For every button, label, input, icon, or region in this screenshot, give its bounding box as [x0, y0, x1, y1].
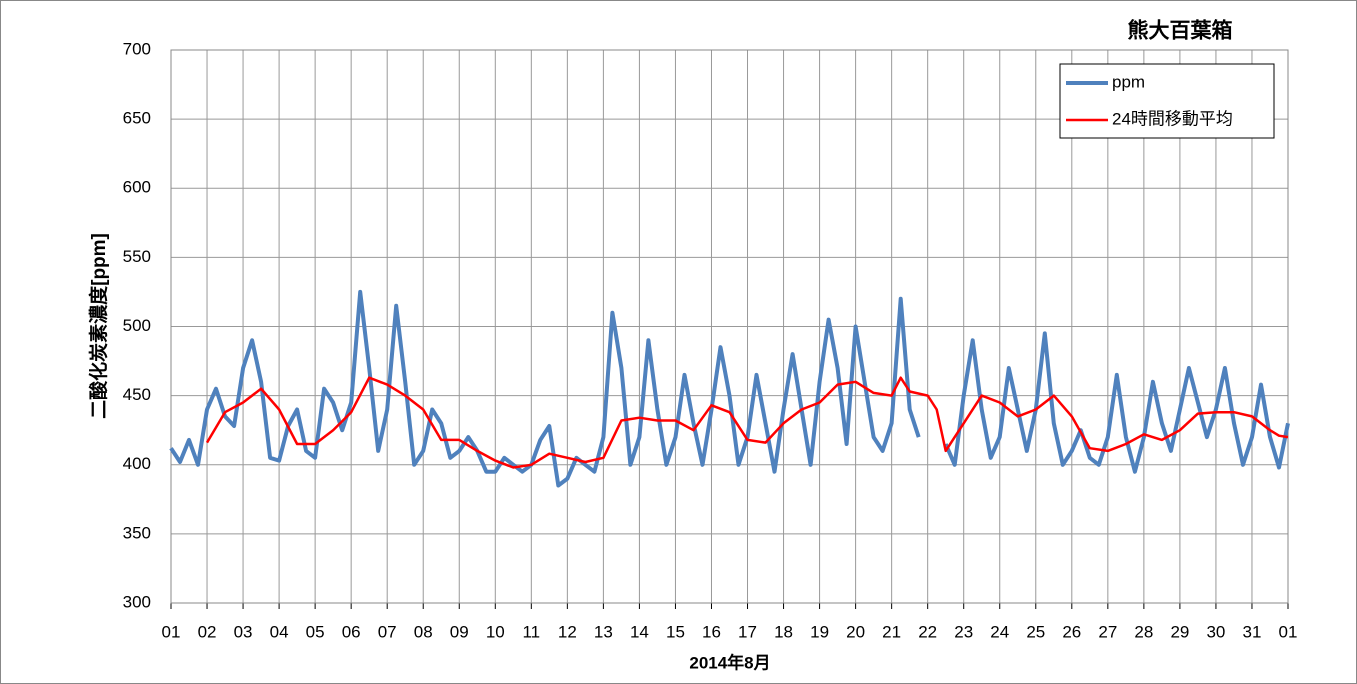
x-tick-label: 01 — [1279, 622, 1298, 641]
x-tick-label: 20 — [846, 622, 865, 641]
y-tick-label: 400 — [123, 454, 151, 473]
x-axis-label: 2014年8月 — [689, 652, 770, 672]
x-tick-label: 30 — [1206, 622, 1225, 641]
y-tick-label: 550 — [123, 247, 151, 266]
x-tick-label: 25 — [1026, 622, 1045, 641]
x-tick-label: 29 — [1170, 622, 1189, 641]
series-line — [205, 376, 1289, 469]
x-tick-label: 11 — [522, 622, 540, 641]
y-tick-label: 700 — [123, 39, 151, 58]
x-tick-label: 31 — [1243, 622, 1262, 641]
x-tick-label: 08 — [414, 622, 433, 641]
y-tick-label: 300 — [123, 592, 151, 611]
x-tick-label: 26 — [1062, 622, 1081, 641]
x-tick-label: 17 — [738, 622, 757, 641]
x-tick-label: 15 — [666, 622, 685, 641]
x-tick-label: 03 — [234, 622, 253, 641]
x-tick-label: 10 — [486, 622, 505, 641]
x-tick-label: 12 — [558, 622, 577, 641]
x-tick-label: 24 — [990, 622, 1009, 641]
x-tick-label: 21 — [882, 622, 901, 641]
y-tick-label: 350 — [123, 523, 151, 542]
y-tick-label: 500 — [123, 316, 151, 335]
x-tick-label: 06 — [342, 622, 361, 641]
y-tick-label: 650 — [123, 109, 151, 128]
x-tick-label: 13 — [594, 622, 613, 641]
y-axis-label: 二酸化炭素濃度[ppm] — [87, 233, 110, 419]
x-tick-label: 22 — [918, 622, 937, 641]
legend-box — [1059, 63, 1275, 139]
x-tick-label: 02 — [198, 622, 217, 641]
series-line — [169, 289, 1290, 488]
x-tick-label: 28 — [1134, 622, 1153, 641]
x-tick-label: 04 — [270, 622, 289, 641]
x-tick-label: 05 — [306, 622, 325, 641]
x-tick-label: 14 — [630, 622, 649, 641]
x-tick-label: 16 — [702, 622, 721, 641]
x-tick-label: 23 — [954, 622, 973, 641]
x-tick-label: 01 — [162, 622, 181, 641]
chart-title: 熊大百葉箱 — [1128, 19, 1233, 43]
x-tick-label: 07 — [378, 622, 397, 641]
x-tick-label: 18 — [774, 622, 793, 641]
y-tick-label: 450 — [123, 385, 151, 404]
x-tick-label: 09 — [450, 622, 469, 641]
x-tick-label: 27 — [1098, 622, 1117, 641]
x-tick-label: 19 — [810, 622, 829, 641]
legend-label: ppm — [1112, 72, 1145, 91]
legend-label: 24時間移動平均 — [1112, 109, 1233, 128]
plot-border — [170, 49, 1289, 604]
y-tick-label: 600 — [123, 178, 151, 197]
